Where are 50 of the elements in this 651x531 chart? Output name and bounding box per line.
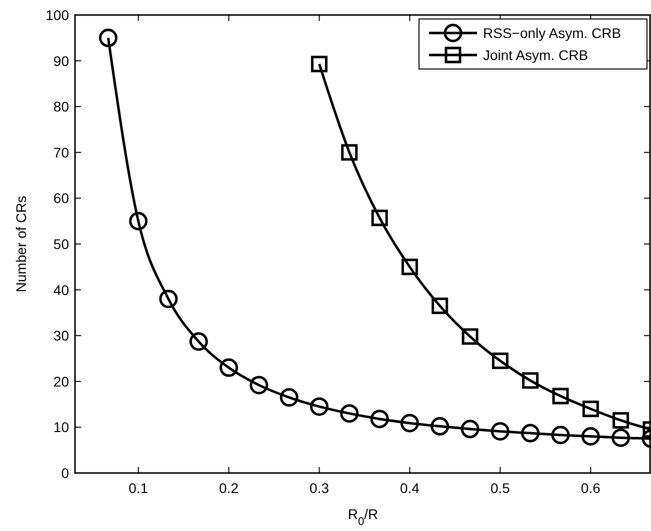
y-tick-label: 70: [53, 144, 70, 160]
point: [159, 290, 178, 308]
point: [612, 428, 630, 447]
point: [400, 414, 419, 432]
point: [430, 417, 450, 436]
point: [250, 376, 268, 394]
legend-label: Joint Asym. CRB: [483, 47, 588, 63]
x-tick-label: 0.5: [490, 480, 510, 496]
point: [551, 426, 570, 444]
point: [432, 298, 448, 314]
point: [582, 400, 599, 418]
point: [460, 420, 480, 438]
x-tick-label: 0.1: [128, 480, 148, 496]
point: [492, 352, 508, 370]
point: [462, 328, 478, 345]
x-tick-label: 0.2: [219, 480, 239, 496]
point: [490, 422, 510, 441]
point: [220, 358, 238, 377]
point: [552, 388, 569, 404]
point: [581, 427, 600, 446]
point: [341, 144, 358, 161]
point: [522, 372, 539, 389]
point: [612, 412, 630, 429]
y-tick-label: 10: [53, 419, 70, 436]
point: [311, 56, 328, 72]
point: [370, 410, 389, 428]
point: [521, 424, 540, 442]
x-tick-label: 0.6: [580, 480, 601, 496]
y-axis-title: Number of CRs: [13, 196, 29, 292]
point: [401, 258, 418, 276]
legend-label: RSS−only Asym. CRB: [483, 25, 622, 41]
point: [340, 404, 359, 423]
y-tick-label: 80: [53, 98, 70, 115]
y-tick-label: 30: [53, 328, 70, 344]
point: [189, 332, 208, 351]
point: [280, 388, 298, 407]
y-tick-label: 40: [53, 282, 70, 298]
point: [129, 212, 148, 230]
y-tick-label: 90: [53, 52, 70, 69]
y-tick-label: 50: [53, 236, 70, 252]
x-tick-label: 0.4: [400, 480, 420, 496]
point: [371, 210, 388, 226]
x-axis-title: R$_{0}$/R: [348, 506, 378, 528]
point: [310, 397, 329, 416]
y-tick-label: 60: [53, 190, 70, 206]
point: [98, 28, 118, 48]
x-tick-label: 0.3: [310, 480, 330, 496]
y-tick-label: 0: [61, 465, 70, 481]
y-tick-label: 100: [46, 7, 70, 23]
y-tick-label: 20: [53, 373, 70, 390]
